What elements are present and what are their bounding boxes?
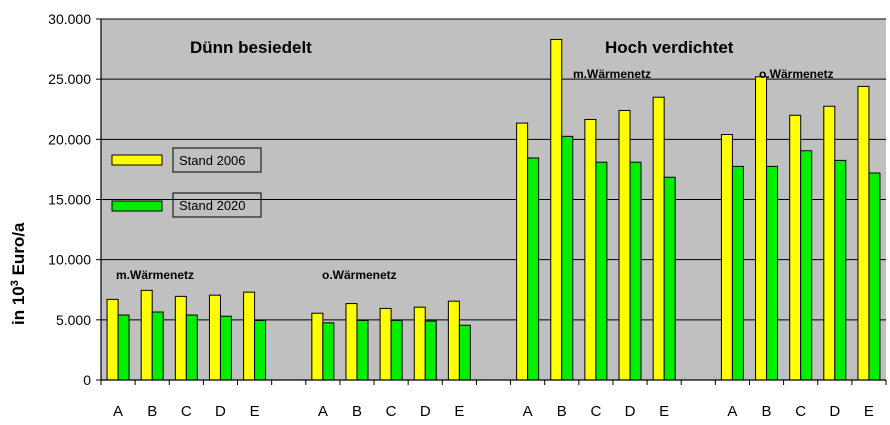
x-category-label: E [659, 403, 669, 420]
region-label-duenn: Dünn besiedelt [190, 38, 312, 57]
region-label-hoch: Hoch verdichtet [605, 38, 734, 57]
x-category-label: A [727, 403, 737, 420]
y-tick-label: 15.000 [48, 192, 91, 208]
bar-stand-2020 [117, 314, 130, 381]
x-category-label: C [590, 403, 601, 420]
bar-stand-2020 [629, 161, 642, 381]
bar-stand-2006 [140, 289, 153, 381]
bar-stand-2006 [550, 38, 563, 381]
bar-stand-2020 [663, 176, 676, 381]
axes [96, 18, 887, 385]
bar-stand-2006 [789, 114, 802, 381]
bar-stand-2006 [755, 76, 768, 381]
y-axis-label-tail: Euro/a [9, 222, 28, 280]
bar-stand-2006 [243, 291, 256, 381]
bar-stand-2020 [561, 135, 574, 381]
bar-stand-2020 [254, 319, 267, 381]
bar-stand-2006 [652, 96, 665, 381]
bar-stand-2020 [834, 159, 847, 381]
x-category-label: A [113, 403, 123, 420]
x-category-label: A [318, 403, 328, 420]
bar-stand-2020 [766, 165, 779, 381]
y-axis-label-main: in 10 [9, 286, 28, 325]
legend-label-2006: Stand 2006 [179, 153, 246, 168]
legend-box-2006 [172, 147, 262, 173]
bar-stand-2006 [174, 295, 187, 381]
bar-stand-2020 [356, 319, 369, 381]
x-category-label: C [181, 403, 192, 420]
group-label-1: m.Wärmenetz [116, 268, 194, 282]
y-axis-label: in 103 Euro/a [9, 222, 28, 325]
bar-stand-2006 [106, 298, 119, 381]
bar-stand-2006 [516, 122, 529, 381]
x-category-label: D [829, 403, 840, 420]
y-tick-label: 0 [83, 372, 91, 388]
x-category-label: A [523, 403, 533, 420]
bar-stand-2006 [208, 294, 221, 381]
y-tick-label: 25.000 [48, 71, 91, 87]
bar-stand-2006 [311, 312, 324, 381]
group-label-3: m.Wärmenetz [573, 67, 651, 81]
y-tick-label: 5.000 [56, 312, 91, 328]
x-category-label: D [625, 403, 636, 420]
x-category-label: C [795, 403, 806, 420]
bar-stand-2020 [458, 324, 471, 381]
x-category-label: C [386, 403, 397, 420]
x-category-label: D [215, 403, 226, 420]
y-tick-label: 20.000 [48, 131, 91, 147]
x-category-label: B [762, 403, 772, 420]
bar-stand-2020 [424, 320, 437, 381]
group-label-4: o.Wärmenetz [759, 67, 834, 81]
bar-stand-2006 [345, 303, 358, 381]
bar-stand-2006 [584, 118, 597, 381]
legend: Stand 2006 Stand 2020 [111, 147, 262, 218]
bar-stand-2020 [868, 172, 881, 381]
y-tick-labels: 0 5.000 10.000 15.000 20.000 25.000 30.000 [48, 11, 91, 388]
x-category-label: B [352, 403, 362, 420]
x-category-label: B [557, 403, 567, 420]
x-category-label: E [864, 403, 874, 420]
bar-stand-2006 [618, 109, 631, 381]
bar-stand-2020 [185, 314, 198, 381]
bar-stand-2006 [720, 134, 733, 381]
bar-stand-2006 [823, 105, 836, 381]
legend-swatch-2020 [111, 200, 163, 212]
legend-label-2020: Stand 2020 [179, 198, 246, 213]
bar-stand-2020 [390, 319, 403, 381]
bar-stand-2006 [413, 306, 426, 381]
x-category-label: B [147, 403, 157, 420]
bar-stand-2006 [447, 300, 460, 381]
legend-box-2020 [172, 192, 262, 218]
bar-stand-2020 [595, 161, 608, 381]
bar-stand-2020 [731, 165, 744, 381]
y-axis-label-sup: 3 [9, 280, 21, 286]
y-tick-label: 30.000 [48, 11, 91, 27]
bar-stand-2020 [322, 322, 335, 381]
bar-stand-2006 [857, 85, 870, 381]
legend-swatch-2006 [111, 154, 163, 166]
bars [106, 38, 881, 381]
bar-stand-2020 [151, 311, 164, 381]
y-tick-label: 10.000 [48, 252, 91, 268]
x-category-label: E [454, 403, 464, 420]
bar-stand-2006 [379, 307, 392, 381]
x-category-label: E [250, 403, 260, 420]
x-category-label: D [420, 403, 431, 420]
bar-stand-2020 [800, 150, 813, 381]
bar-stand-2020 [219, 315, 232, 381]
group-label-2: o.Wärmenetz [322, 268, 397, 282]
bar-stand-2020 [527, 157, 540, 381]
